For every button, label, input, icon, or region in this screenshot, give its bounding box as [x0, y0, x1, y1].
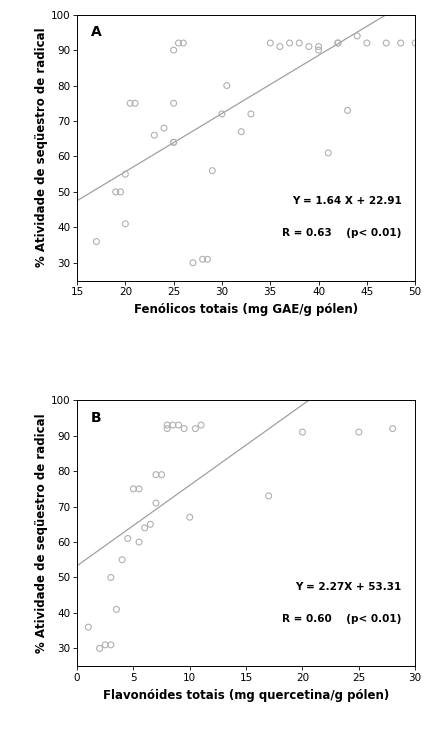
Point [122, 168, 129, 180]
Point [190, 257, 196, 269]
Point [136, 536, 143, 548]
Point [96, 643, 103, 654]
Point [296, 37, 303, 49]
Point [383, 37, 389, 49]
Point [152, 497, 159, 509]
Point [175, 37, 182, 49]
Text: A: A [91, 26, 101, 40]
Point [113, 604, 120, 616]
Point [286, 37, 293, 49]
Point [122, 218, 129, 230]
Point [265, 490, 272, 502]
Point [334, 37, 341, 49]
Point [175, 419, 182, 431]
Point [127, 97, 134, 109]
Point [198, 419, 205, 431]
Point [102, 639, 109, 651]
Point [186, 512, 193, 523]
Text: Y = 2.27X + 53.31: Y = 2.27X + 53.31 [295, 582, 401, 591]
Point [397, 37, 404, 49]
Y-axis label: % Atividade de seqüestro de radical: % Atividade de seqüestro de radical [35, 414, 48, 653]
X-axis label: Fenólicos totais (mg GAE/g pólen): Fenólicos totais (mg GAE/g pólen) [134, 303, 358, 316]
Point [124, 533, 131, 545]
Point [334, 37, 341, 49]
Point [112, 186, 119, 198]
Point [130, 483, 137, 495]
Text: B: B [91, 411, 101, 425]
Text: Y = 1.64 X + 22.91: Y = 1.64 X + 22.91 [292, 196, 401, 206]
Point [158, 468, 165, 480]
Point [363, 37, 370, 49]
Point [169, 419, 176, 431]
Point [141, 522, 148, 534]
Point [119, 554, 125, 566]
Point [219, 108, 226, 120]
Point [325, 147, 332, 159]
Point [209, 165, 216, 176]
Point [93, 236, 100, 247]
Point [389, 422, 396, 434]
X-axis label: Flavonóides totais (mg quercetina/g pólen): Flavonóides totais (mg quercetina/g póle… [103, 689, 389, 701]
Point [160, 122, 167, 134]
Point [170, 136, 177, 148]
Point [306, 41, 312, 53]
Point [354, 30, 361, 42]
Point [170, 44, 177, 56]
Text: R = 0.60    (p< 0.01): R = 0.60 (p< 0.01) [282, 613, 401, 624]
Point [223, 80, 230, 92]
Point [136, 483, 143, 495]
Point [170, 97, 177, 109]
Point [247, 108, 254, 120]
Point [152, 468, 159, 480]
Point [355, 426, 362, 438]
Point [85, 621, 92, 633]
Point [344, 105, 351, 116]
Point [151, 130, 158, 141]
Point [267, 37, 273, 49]
Point [107, 639, 114, 651]
Point [164, 422, 171, 434]
Point [147, 518, 154, 530]
Point [204, 253, 211, 265]
Point [192, 422, 199, 434]
Point [276, 41, 283, 53]
Point [180, 37, 187, 49]
Point [170, 136, 177, 148]
Point [199, 253, 206, 265]
Y-axis label: % Atividade de seqüestro de radical: % Atividade de seqüestro de radical [35, 28, 48, 267]
Point [107, 572, 114, 583]
Point [117, 186, 124, 198]
Text: R = 0.63    (p< 0.01): R = 0.63 (p< 0.01) [282, 228, 401, 238]
Point [315, 41, 322, 53]
Point [164, 419, 171, 431]
Point [131, 97, 138, 109]
Point [412, 37, 419, 49]
Point [315, 44, 322, 56]
Point [181, 422, 187, 434]
Point [299, 426, 306, 438]
Point [238, 126, 245, 138]
